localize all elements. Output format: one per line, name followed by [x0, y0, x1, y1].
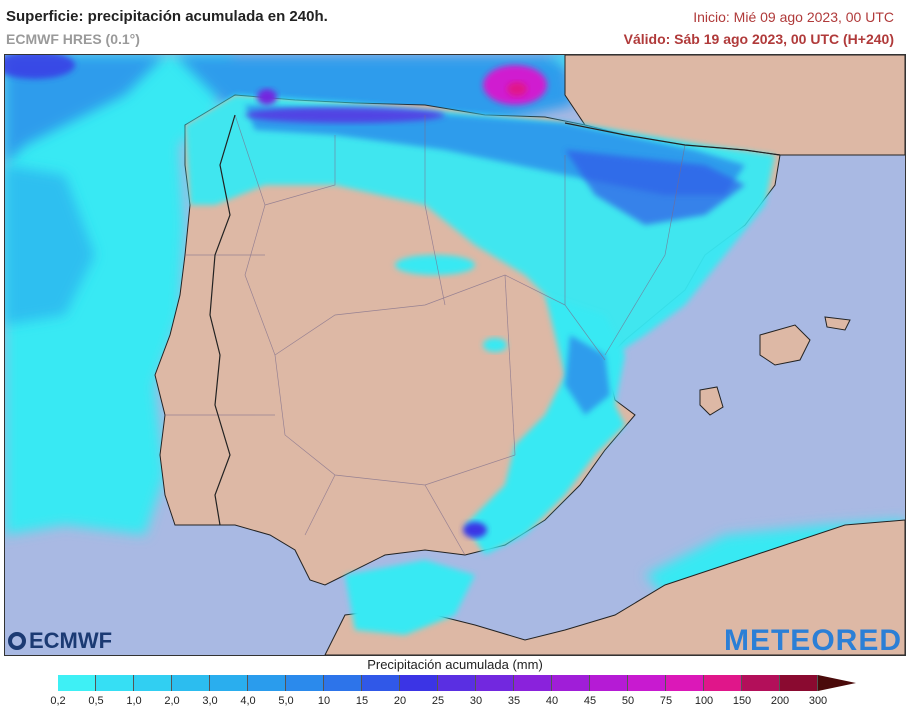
legend-swatch: [476, 675, 514, 691]
rain-heavy-galicia: [257, 89, 277, 105]
legend-swatch: [96, 675, 134, 691]
rain-heavy-cantabria: [245, 107, 445, 123]
legend-tick-label: 30: [469, 695, 483, 707]
valid-time: Válido: Sáb 19 ago 2023, 00 UTC (H+240): [623, 31, 894, 47]
legend-tick-label: 10: [317, 695, 331, 707]
ibiza: [699, 386, 724, 416]
rain-central-1: [395, 255, 475, 275]
legend-swatch: [438, 675, 476, 691]
legend-swatch: [58, 675, 96, 691]
legend-swatch: [704, 675, 742, 691]
legend-swatch: [286, 675, 324, 691]
legend-swatch: [362, 675, 400, 691]
mallorca: [759, 324, 811, 366]
legend-tick-label: 45: [583, 695, 597, 707]
legend-tick-label: 5,0: [278, 695, 294, 707]
legend-tick-label: 200: [770, 695, 790, 707]
rain-atlantic-mid: [5, 55, 165, 165]
map-title: Superficie: precipitación acumulada en 2…: [6, 8, 328, 25]
legend-swatch: [590, 675, 628, 691]
portugal-border: [209, 114, 236, 526]
menorca: [824, 316, 851, 331]
legend-arrow-icon: [818, 675, 856, 691]
legend-swatch: [742, 675, 780, 691]
ecmwf-ring-icon: [8, 632, 26, 650]
legend-tick-label: 25: [431, 695, 445, 707]
legend-tick-label: 1,0: [126, 695, 142, 707]
init-time: Inicio: Mié 09 ago 2023, 00 UTC: [693, 9, 894, 25]
rain-alboran: [345, 560, 475, 635]
legend-swatch: [172, 675, 210, 691]
legend-tick-label: 15: [355, 695, 369, 707]
legend-tick-label: 0,5: [88, 695, 104, 707]
model-label: ECMWF HRES (0.1°): [6, 31, 140, 47]
france-border: [564, 122, 781, 156]
rain-central-2: [483, 338, 507, 352]
ecmwf-logo-text: ECMWF: [29, 628, 113, 653]
legend-swatch: [324, 675, 362, 691]
map-canvas: [5, 55, 905, 655]
legend-tick-label: 150: [732, 695, 752, 707]
legend-tick-label: 3,0: [202, 695, 218, 707]
rain-heavy-nw: [5, 55, 75, 79]
meteored-logo: METEORED: [723, 624, 902, 657]
legend-swatch: [134, 675, 172, 691]
rain-extreme-core: [507, 82, 527, 96]
legend-swatch: [248, 675, 286, 691]
legend-tick-label: 300: [808, 695, 828, 707]
legend-swatch: [666, 675, 704, 691]
ecmwf-logo: ECMWF: [8, 628, 112, 654]
rain-atlantic-mid2: [5, 165, 95, 325]
legend-swatch: [514, 675, 552, 691]
legend-tick-label: 50: [621, 695, 635, 707]
legend-swatch: [780, 675, 818, 691]
legend-labels: 0,2 0,5 1,0 2,0 3,0 4,0 5,0 10 15 20 25 30 35 40 45 50 7…: [50, 695, 858, 709]
rain-pyrenees: [565, 150, 745, 225]
legend-colorbar: [58, 675, 856, 691]
legend-swatch: [628, 675, 666, 691]
rain-east-mid: [565, 335, 610, 415]
legend-title: Precipitación acumulada (mm): [367, 657, 543, 672]
precipitation-map[interactable]: [4, 54, 906, 656]
legend-tick-label: 0,2: [50, 695, 66, 707]
legend-swatch: [400, 675, 438, 691]
legend-tick-label: 40: [545, 695, 559, 707]
rain-heavy-murcia: [463, 522, 487, 538]
legend-tick-label: 20: [393, 695, 407, 707]
legend-tick-label: 100: [694, 695, 714, 707]
legend-tick-label: 4,0: [240, 695, 256, 707]
legend-tick-label: 75: [659, 695, 673, 707]
legend-swatch: [210, 675, 248, 691]
regional-borders: [165, 114, 686, 556]
legend-swatch: [552, 675, 590, 691]
legend-tick-label: 2,0: [164, 695, 180, 707]
legend-tick-label: 35: [507, 695, 521, 707]
